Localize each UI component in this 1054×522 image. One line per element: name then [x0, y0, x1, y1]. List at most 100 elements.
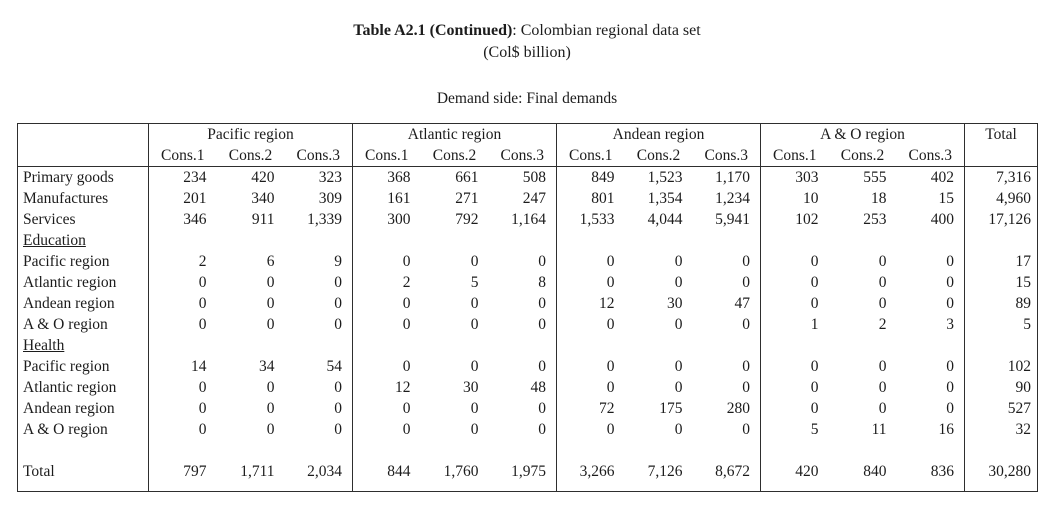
value-cell: 0 — [896, 398, 966, 419]
cons-header: Cons.2 — [624, 145, 693, 167]
cons-header: Cons.3 — [488, 145, 557, 167]
value-cell — [692, 335, 762, 356]
row-total-cell: 102 — [1007, 358, 1032, 375]
value-cell: 5,941 — [692, 209, 762, 230]
value-cell: 0 — [284, 377, 353, 398]
row-label-text: Primary goods — [23, 169, 114, 186]
value-cell: 2,034 — [284, 461, 353, 492]
row-label-text: Education — [23, 232, 86, 249]
value-cell: 0 — [878, 379, 887, 396]
table-row: A & O region 0 0 0 0 0 0 0 0 0 1 2 3 5 — [17, 314, 1038, 335]
value-cell: 8,672 — [692, 461, 762, 492]
value-cell — [284, 230, 353, 251]
value-cell: 12 — [599, 295, 615, 312]
value-cell: 0 — [284, 419, 353, 440]
cons-header: Cons.1 — [760, 145, 829, 167]
value-cell: 368 — [387, 169, 411, 186]
value-cell: 10 — [803, 190, 819, 207]
value-cell: 661 — [455, 169, 479, 186]
value-cell: 0 — [692, 419, 762, 440]
value-cell: 0 — [692, 251, 762, 272]
value-cell: 0 — [606, 358, 615, 375]
value-cell: 0 — [470, 400, 479, 417]
value-cell: 15 — [896, 188, 966, 209]
table-title-text: : Colombian regional data set — [512, 22, 701, 39]
value-cell: 8 — [488, 272, 557, 293]
value-cell: 0 — [266, 421, 275, 438]
value-cell: 3 — [896, 314, 966, 335]
value-cell — [421, 335, 489, 356]
table-row: Total 797 1,711 2,034 844 1,760 1,975 3,266 7,12… — [17, 461, 1038, 492]
value-cell — [829, 230, 897, 251]
value-cell: 0 — [198, 400, 207, 417]
row-total-cell: 527 — [1007, 400, 1032, 417]
row-label: Andean region — [17, 398, 149, 419]
value-cell: 6 — [266, 253, 275, 270]
value-cell: 0 — [878, 274, 887, 291]
value-cell: 0 — [198, 316, 207, 333]
value-cell: 420 — [251, 169, 275, 186]
cons-header: Cons.2 — [420, 145, 489, 167]
value-cell: 0 — [402, 316, 411, 333]
value-cell: 1,354 — [647, 190, 683, 207]
value-cell: 0 — [606, 379, 615, 396]
value-cell: 0 — [896, 272, 966, 293]
row-total-cell: 4,960 — [996, 190, 1032, 207]
value-cell: 0 — [810, 253, 819, 270]
row-label: A & O region — [17, 314, 149, 335]
value-cell: 840 — [829, 461, 897, 492]
value-cell: 402 — [896, 166, 966, 188]
value-cell: 1,164 — [488, 209, 557, 230]
row-label: Pacific region — [17, 356, 149, 377]
value-cell: 792 — [455, 211, 479, 228]
row-label — [17, 440, 149, 461]
value-cell: 0 — [692, 314, 762, 335]
row-label: Services — [17, 209, 149, 230]
value-cell: 16 — [896, 419, 966, 440]
row-total-cell: 89 — [1015, 295, 1032, 312]
row-label: Manufactures — [17, 188, 149, 209]
value-cell: 0 — [896, 377, 966, 398]
row-total-cell: 17 — [1015, 253, 1032, 270]
cons-header: Cons.3 — [896, 145, 966, 167]
value-cell: 0 — [810, 358, 819, 375]
value-cell: 0 — [402, 400, 411, 417]
value-cell — [353, 440, 421, 461]
value-cell: 47 — [692, 293, 762, 314]
value-cell: 0 — [606, 421, 615, 438]
row-total-cell: 7,316 — [996, 169, 1032, 186]
table-title-units: (Col$ billion) — [483, 44, 571, 61]
value-cell — [896, 440, 966, 461]
value-cell: 0 — [488, 398, 557, 419]
value-cell — [149, 440, 217, 461]
value-cell: 11 — [871, 421, 887, 438]
value-cell — [557, 230, 625, 251]
row-total-cell: 90 — [1015, 379, 1032, 396]
value-cell: 0 — [606, 274, 615, 291]
region-group-header: A & O region — [760, 123, 966, 145]
value-cell: 1,711 — [217, 461, 285, 492]
value-cell — [217, 230, 285, 251]
cons-header: Cons.1 — [352, 145, 421, 167]
value-cell — [149, 335, 217, 356]
value-cell: 0 — [266, 274, 275, 291]
value-cell: 0 — [488, 419, 557, 440]
value-cell: 400 — [896, 209, 966, 230]
row-label: Primary goods — [17, 166, 149, 188]
value-cell: 797 — [149, 461, 217, 492]
value-cell: 0 — [284, 314, 353, 335]
row-label-text: Manufactures — [23, 190, 109, 207]
value-cell: 0 — [692, 356, 762, 377]
value-cell: 844 — [353, 461, 421, 492]
region-group-header: Atlantic region — [352, 123, 557, 145]
value-cell — [761, 230, 829, 251]
value-cell: 0 — [488, 251, 557, 272]
row-label-text: Health — [23, 337, 65, 354]
value-cell: 0 — [402, 295, 411, 312]
value-cell — [217, 335, 285, 356]
value-cell — [488, 230, 557, 251]
value-cell: 5 — [470, 274, 479, 291]
value-cell — [692, 230, 762, 251]
value-cell: 54 — [284, 356, 353, 377]
row-label: Atlantic region — [17, 377, 149, 398]
